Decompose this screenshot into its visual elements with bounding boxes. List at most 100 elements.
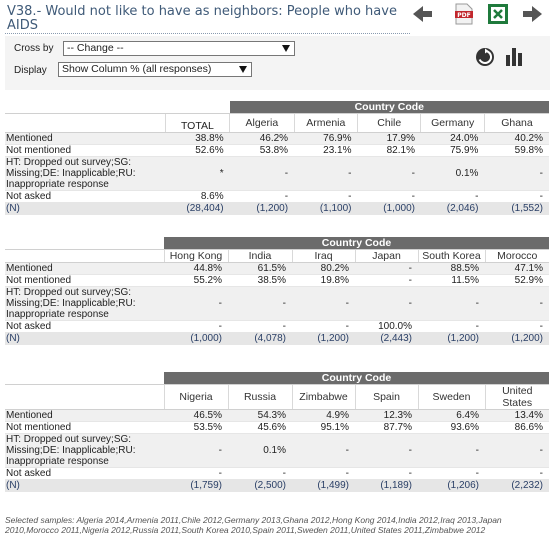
column-header[interactable]: Morocco [484,249,550,263]
results-table-block-3: Country Code Nigeria Russia Zimbabwe Spa… [5,372,550,492]
row-label: (N) [5,479,164,492]
table-row: Not asked - - - 100.0% - - [5,320,550,333]
pdf-icon[interactable]: PDF [452,2,476,26]
table-cell: - [485,286,550,321]
table-cell: - [357,156,421,191]
table-cell: - [292,433,355,468]
page-title: V38.- Would not like to have as neighbor… [7,4,397,33]
total-cell: (28,404) [165,202,230,215]
table-cell: (1,200) [229,202,295,215]
column-header[interactable]: Ghana [483,113,549,133]
table-cell: - [294,156,358,191]
table-cell: 46.2% [229,132,295,145]
table-cell: 12.3% [355,409,418,422]
table-cell: (2,443) [355,332,418,345]
display-select[interactable]: Show Column % (all responses) [58,62,252,77]
table-cell: - [164,286,228,321]
selected-samples-note: Selected samples: Algeria 2014,Armenia 2… [5,515,502,535]
table-cell: 44.8% [164,262,228,275]
table-cell: - [355,274,418,287]
table-cell: 59.8% [484,144,549,157]
excel-icon[interactable] [486,2,510,26]
table-cell: 6.4% [418,409,485,422]
table-cell: - [294,190,358,203]
column-header[interactable]: Spain [354,384,418,410]
table-cell: (1,000) [164,332,228,345]
table-cell: 87.7% [355,421,418,434]
column-header[interactable]: Algeria [229,113,295,133]
column-header[interactable]: Japan [354,249,418,263]
table-cell: 40.2% [484,132,549,145]
table-cell: - [292,286,355,321]
column-header[interactable]: India [227,249,292,263]
table-cell: 75.9% [420,144,485,157]
row-label: Mentioned [5,262,164,275]
table-row: HT: Dropped out survey;SG: Missing;DE: I… [5,156,549,191]
row-label: Not asked [5,467,164,480]
row-label: Not asked [5,320,164,333]
table-cell: (1,200) [418,332,485,345]
table-cell: 86.6% [485,421,550,434]
cross-by-select[interactable]: -- Change -- [63,41,295,56]
table-cell: - [164,320,228,333]
table-cell: - [418,467,485,480]
table-row: (N) (28,404) (1,200) (1,100) (1,000) (2,… [5,202,549,215]
table-cell: - [418,320,485,333]
table-cell: - [420,190,485,203]
row-label: HT: Dropped out survey;SG: Missing;DE: I… [5,156,166,191]
total-cell: 52.6% [165,144,230,157]
table-cell: 53.8% [229,144,295,157]
row-label: Mentioned [5,409,164,422]
column-header[interactable]: Russia [227,384,292,410]
total-header: TOTAL [164,113,230,133]
display-value: Show Column % (all responses) [62,63,212,75]
table-cell: 13.4% [485,409,550,422]
table-row: Mentioned 44.8% 61.5% 80.2% - 88.5% 47.1… [5,262,550,275]
column-header[interactable]: United States [484,384,550,410]
table-cell: - [485,433,550,468]
table-cell: 45.6% [228,421,292,434]
column-header[interactable]: Nigeria [163,384,228,410]
table-row: Not mentioned 53.5% 45.6% 95.1% 87.7% 93… [5,421,550,434]
results-table-block-1: Country Code TOTAL Algeria Armenia Chile… [5,101,549,215]
results-table-block-2: Country Code Hong Kong India Iraq Japan … [5,237,550,345]
column-header[interactable]: Iraq [291,249,355,263]
refresh-icon[interactable] [475,47,495,67]
chevron-down-icon [239,66,247,73]
column-header[interactable]: Sweden [417,384,485,410]
column-header[interactable]: Hong Kong [163,249,228,263]
total-cell: * [165,156,230,191]
row-label: Not mentioned [5,274,164,287]
column-header[interactable]: South Korea [417,249,485,263]
cross-by-value: -- Change -- [67,42,124,54]
bar-chart-icon[interactable] [505,46,525,66]
table-cell: (1,552) [484,202,549,215]
table-cell: - [229,156,295,191]
table-cell: - [484,156,549,191]
table-cell: - [355,467,418,480]
table-row: HT: Dropped out survey;SG: Missing;DE: I… [5,286,550,321]
table-cell: - [357,190,421,203]
table-cell: 55.2% [164,274,228,287]
arrow-right-icon[interactable] [520,2,544,26]
column-header[interactable]: Chile [357,113,421,133]
table-cell: 80.2% [292,262,355,275]
table-cell: (1,189) [355,479,418,492]
row-label: HT: Dropped out survey;SG: Missing;DE: I… [5,286,164,321]
column-header[interactable]: Zimbabwe [291,384,355,410]
table-cell: - [292,467,355,480]
table-cell: - [229,190,295,203]
column-header[interactable]: Armenia [293,113,358,133]
controls-panel: Cross by -- Change -- Display Show Colum… [5,36,550,90]
total-cell: 38.8% [165,132,230,145]
table-cell: - [355,262,418,275]
table-row: Mentioned 38.8% 46.2% 76.9% 17.9% 24.0% … [5,132,549,145]
column-header[interactable]: Germany [420,113,485,133]
row-label: (N) [5,332,164,345]
arrow-left-icon[interactable] [411,2,435,26]
table-row: HT: Dropped out survey;SG: Missing;DE: I… [5,433,550,468]
table-cell: - [228,467,292,480]
table-cell: (1,499) [292,479,355,492]
table-cell: 19.8% [292,274,355,287]
table-cell: 53.5% [164,421,228,434]
